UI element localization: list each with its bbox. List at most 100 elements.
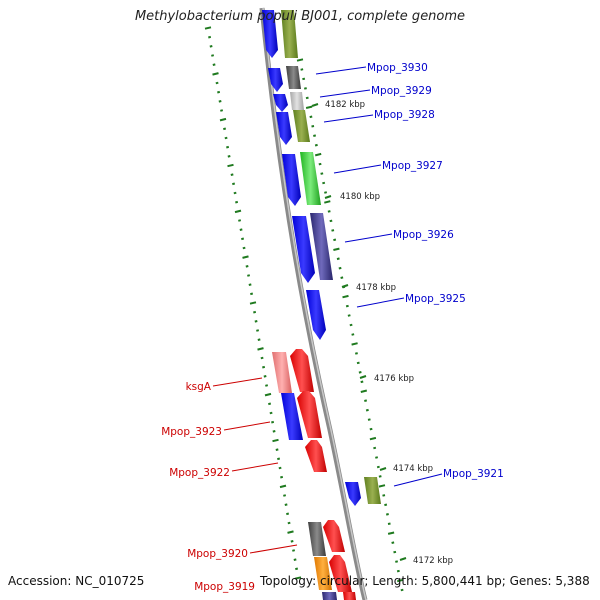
gene-feature-box[interactable] xyxy=(300,152,321,205)
minor-tick xyxy=(224,136,228,140)
gene-feature-box[interactable] xyxy=(281,10,298,58)
major-tick xyxy=(305,105,313,109)
kbp-marker-label: 4180 kbp xyxy=(340,192,380,202)
minor-tick xyxy=(208,35,212,39)
gene-feature-arrow[interactable] xyxy=(345,482,361,506)
forward-gene-labels: Mpop_3930 Mpop_3929 Mpop_3928 Mpop_3927 … xyxy=(315,62,504,487)
accession-info: Accession: NC_010725 xyxy=(8,574,144,588)
major-tick xyxy=(264,392,272,397)
minor-tick xyxy=(300,68,304,71)
gene-feature-box[interactable] xyxy=(343,592,356,600)
minor-tick xyxy=(257,338,261,341)
minor-tick xyxy=(262,365,266,369)
minor-tick xyxy=(373,446,377,450)
minor-tick xyxy=(277,457,281,461)
gene-label-mpop-3928[interactable]: Mpop_3928 xyxy=(374,109,435,121)
major-tick xyxy=(369,436,377,441)
gene-label-mpop-3927[interactable]: Mpop_3927 xyxy=(382,160,443,172)
major-tick xyxy=(296,58,304,62)
gene-feature-arrow[interactable] xyxy=(290,349,314,392)
major-tick xyxy=(324,200,331,204)
minor-tick xyxy=(347,314,351,317)
major-tick xyxy=(378,484,386,488)
gene-label-mpop-3923[interactable]: Mpop_3923 xyxy=(161,426,222,438)
minor-tick xyxy=(303,87,307,90)
gene-feature-arrow[interactable] xyxy=(281,393,303,440)
major-tick xyxy=(351,342,358,346)
gene-feature-box[interactable] xyxy=(322,592,337,600)
minor-tick xyxy=(280,475,284,479)
gene-feature-arrow[interactable] xyxy=(305,440,327,472)
gene-feature-arrow[interactable] xyxy=(276,112,292,145)
minor-tick xyxy=(293,558,297,561)
gene-feature-box[interactable] xyxy=(272,352,292,393)
major-tick xyxy=(294,576,302,580)
kbp-markers: 4182 kbp 4180 kbp 4178 kbp 4176 kbp 4174… xyxy=(311,100,453,566)
major-tick xyxy=(314,152,322,157)
inner-tick-track xyxy=(204,26,302,580)
gene-feature-box[interactable] xyxy=(286,66,301,89)
gene-label-mpop-3925[interactable]: Mpop_3925 xyxy=(405,293,466,305)
genome-summary: Topology: circular; Length: 5,800,441 bp… xyxy=(260,574,590,588)
gene-feature-arrow[interactable] xyxy=(268,68,283,92)
gene-label-mpop-3922[interactable]: Mpop_3922 xyxy=(169,467,230,479)
minor-tick xyxy=(235,200,239,204)
gene-feature-box[interactable] xyxy=(364,477,381,504)
major-tick xyxy=(396,578,404,583)
gene-feature-box[interactable] xyxy=(314,557,332,590)
minor-tick xyxy=(309,115,313,119)
separator: ; xyxy=(364,574,369,588)
minor-tick xyxy=(275,448,279,451)
gene-feature-arrow[interactable] xyxy=(297,391,322,438)
minor-tick xyxy=(283,494,287,497)
minor-tick xyxy=(238,219,242,222)
minor-tick xyxy=(385,513,389,516)
minor-tick xyxy=(211,54,215,57)
gene-label-mpop-3921[interactable]: Mpop_3921 xyxy=(443,468,504,480)
gene-feature-box[interactable] xyxy=(293,110,310,142)
minor-tick xyxy=(322,181,326,185)
minor-tick xyxy=(375,456,379,459)
length-value: 5,800,441 bp xyxy=(421,574,502,588)
gene-label-mpop-3919[interactable]: Mpop_3919 xyxy=(194,581,255,593)
minor-tick xyxy=(356,361,360,365)
minor-tick xyxy=(395,560,399,563)
gene-label-mpop-3926[interactable]: Mpop_3926 xyxy=(393,229,454,241)
gene-feature-arrow[interactable] xyxy=(292,216,315,283)
gene-label-ksga[interactable]: ksgA xyxy=(186,381,212,393)
minor-tick xyxy=(278,466,282,470)
gene-label-mpop-3929[interactable]: Mpop_3929 xyxy=(371,85,432,97)
gene-feature-arrow[interactable] xyxy=(323,520,345,552)
major-tick xyxy=(360,389,368,393)
gene-feature-box[interactable] xyxy=(290,92,304,110)
minor-tick xyxy=(314,143,318,147)
gene-feature-arrow[interactable] xyxy=(273,94,288,112)
genes-label: Genes: xyxy=(509,574,552,588)
minor-tick xyxy=(233,191,237,195)
minor-tick xyxy=(286,512,290,516)
gene-label-mpop-3930[interactable]: Mpop_3930 xyxy=(367,62,428,74)
gene-feature-box[interactable] xyxy=(310,213,333,280)
genome-backbone-highlight xyxy=(262,7,367,600)
minor-tick xyxy=(338,266,342,270)
gene-feature-arrow[interactable] xyxy=(306,290,326,340)
minor-tick xyxy=(263,375,267,378)
gene-feature-box[interactable] xyxy=(308,522,326,556)
major-tick xyxy=(219,117,227,122)
kbp-marker-label: 4172 kbp xyxy=(413,556,453,566)
gene-label-mpop-3920[interactable]: Mpop_3920 xyxy=(187,548,248,560)
accession-label: Accession: xyxy=(8,574,72,588)
minor-tick xyxy=(393,550,397,554)
minor-tick xyxy=(247,274,251,277)
minor-tick xyxy=(327,210,331,213)
gene-feature-arrow[interactable] xyxy=(262,10,278,58)
minor-tick xyxy=(400,588,404,592)
kbp-marker-label: 4174 kbp xyxy=(393,464,433,474)
gene-feature-arrow[interactable] xyxy=(282,154,301,206)
gene-feature-arrow[interactable] xyxy=(329,555,352,592)
major-tick xyxy=(257,347,264,351)
minor-tick xyxy=(268,402,272,406)
accession-value: NC_010725 xyxy=(75,574,145,588)
topology-value: circular xyxy=(319,574,365,588)
